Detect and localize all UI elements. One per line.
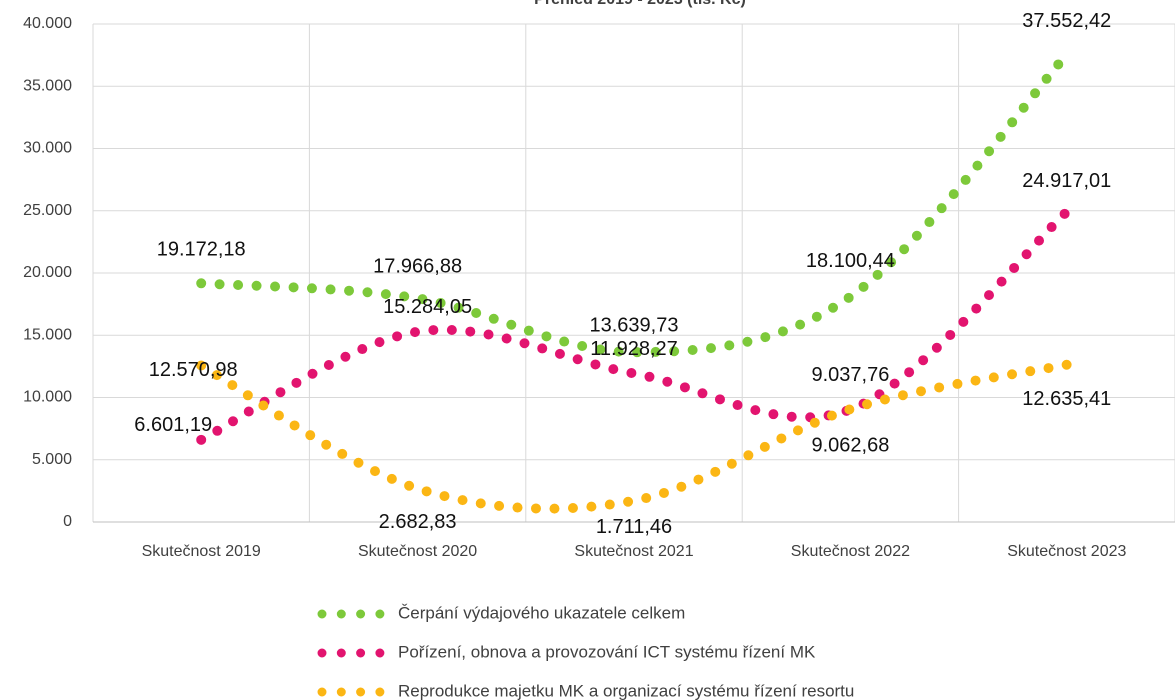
data-label: 24.917,01 (1022, 170, 1111, 192)
data-label: 12.570,98 (149, 359, 238, 381)
y-tick-label: 40.000 (23, 15, 72, 32)
x-tick-label: Skutečnost 2020 (358, 543, 477, 560)
y-tick-label: 25.000 (23, 202, 72, 219)
data-label: 2.682,83 (379, 511, 457, 533)
x-tick-label: Skutečnost 2021 (574, 543, 693, 560)
y-tick-label: 0 (63, 513, 72, 530)
data-label: 15.284,05 (383, 296, 472, 318)
x-tick-label: Skutečnost 2022 (791, 543, 910, 560)
y-tick-label: 35.000 (23, 77, 72, 94)
x-tick-label: Skutečnost 2019 (142, 543, 261, 560)
data-label: 13.639,73 (590, 314, 679, 336)
chart-title: Přehled 2019 - 2023 (tis. Kč) (534, 0, 746, 8)
y-tick-label: 30.000 (23, 140, 72, 157)
series-line (196, 49, 1072, 358)
legend-label: Reprodukce majetku MK a organizací systé… (398, 681, 854, 700)
data-label: 18.100,44 (806, 250, 895, 272)
series-line (196, 359, 1072, 514)
y-tick-label: 5.000 (32, 451, 72, 468)
legend-label: Čerpání výdajového ukazatele celkem (398, 603, 685, 622)
data-label: 19.172,18 (157, 239, 246, 261)
data-label: 11.928,27 (590, 338, 678, 360)
series-line (196, 206, 1072, 445)
data-label: 37.552,42 (1022, 10, 1111, 32)
data-label: 12.635,41 (1022, 388, 1111, 410)
data-label: 17.966,88 (373, 256, 462, 278)
y-tick-label: 15.000 (23, 326, 72, 343)
x-tick-label: Skutečnost 2023 (1007, 543, 1126, 560)
legend-label: Pořízení, obnova a provozování ICT systé… (398, 642, 816, 661)
data-label: 1.711,46 (596, 516, 672, 538)
y-tick-label: 20.000 (23, 264, 72, 281)
data-label: 6.601,19 (134, 414, 212, 436)
y-tick-label: 10.000 (23, 389, 72, 406)
data-label: 9.062,68 (811, 434, 889, 456)
data-label: 9.037,76 (811, 364, 889, 386)
